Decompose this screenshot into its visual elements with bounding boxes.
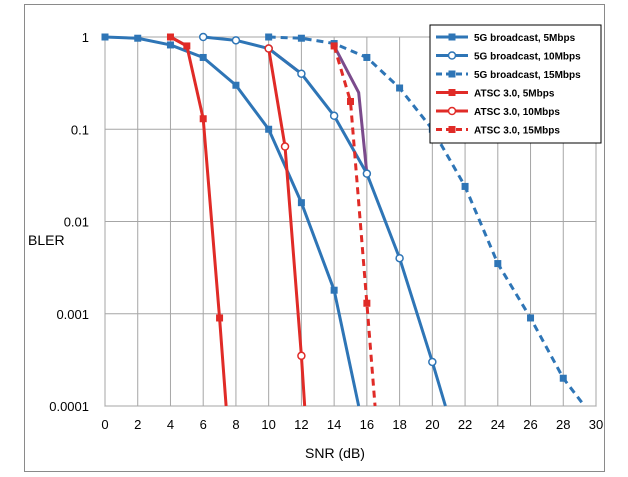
series-line [267, 48, 307, 407]
x-tick-label: 14 [327, 417, 341, 432]
data-point-marker [280, 142, 290, 151]
x-tick-label: 26 [523, 417, 537, 432]
data-point-marker [166, 33, 174, 41]
data-point-marker [166, 41, 174, 49]
x-tick-label: 22 [458, 417, 472, 432]
data-point-marker [297, 34, 305, 42]
data-point-marker [265, 33, 273, 41]
series-group [330, 42, 377, 407]
data-point-marker [231, 36, 241, 45]
series-line [332, 45, 377, 407]
x-tick-label: 20 [425, 417, 439, 432]
data-point-marker [447, 106, 457, 116]
data-point-marker [461, 182, 469, 190]
data-point-marker [330, 42, 338, 50]
legend-entry: 5G broadcast, 15Mbps [474, 70, 581, 81]
chart-frame: 0 2 4 6 8 10 12 14 16 18 20 22 24 26 28 30 1 0.1 0.01 0.001… [24, 4, 605, 472]
data-point-marker [232, 81, 240, 89]
tick-labels: 0 2 4 6 8 10 12 14 16 18 20 22 24 26 28 3010.10.010.001… [49, 30, 603, 432]
x-tick-label: 28 [556, 417, 570, 432]
legend-entry: 5G broadcast, 5Mbps [474, 33, 576, 44]
data-point-marker [362, 169, 372, 178]
data-point-marker [395, 253, 404, 263]
x-axis-label: SNR (dB) [305, 445, 365, 461]
data-point-marker [265, 125, 273, 133]
x-tick-label: 24 [491, 417, 505, 432]
data-point-marker [297, 69, 306, 78]
data-point-marker [264, 44, 273, 53]
y-tick-label: 0.001 [56, 307, 89, 322]
series-group [101, 33, 361, 407]
data-point-marker [199, 115, 207, 123]
data-point-marker [448, 70, 456, 78]
series-group [198, 32, 447, 407]
legend-entry: ATSC 3.0, 15Mbps [474, 126, 560, 137]
data-point-marker [330, 286, 338, 294]
legend-entry: ATSC 3.0, 10Mbps [474, 107, 560, 118]
data-point-marker [428, 357, 437, 367]
data-point-marker [347, 97, 354, 105]
data-point-marker [216, 314, 224, 322]
x-tick-label: 10 [261, 417, 275, 432]
connector-line [332, 45, 369, 174]
data-point-marker [199, 53, 207, 61]
data-point-marker [134, 34, 142, 42]
x-tick-label: 16 [360, 417, 374, 432]
y-tick-label: 0.01 [64, 215, 89, 230]
series-group [264, 44, 307, 407]
data-point-marker [494, 260, 502, 268]
y-axis-label: BLER [28, 232, 65, 248]
legend-entry: 5G broadcast, 10Mbps [474, 52, 581, 63]
x-tick-label: 6 [200, 417, 207, 432]
data-point-marker [363, 53, 371, 61]
data-point-marker [297, 351, 306, 361]
data-point-marker [396, 84, 404, 92]
x-tick-label: 18 [392, 417, 406, 432]
x-tick-label: 0 [101, 417, 108, 432]
y-tick-label: 1 [82, 30, 89, 45]
data-point-marker [559, 374, 567, 382]
bler-vs-snr-chart: 0 2 4 6 8 10 12 14 16 18 20 22 24 26 28 3010.10.010.001… [28, 24, 603, 461]
x-tick-label: 2 [134, 417, 141, 432]
legend-box [429, 24, 602, 144]
series-group [166, 33, 228, 407]
data-point-marker [448, 33, 456, 41]
data-point-marker [363, 299, 371, 307]
x-tick-label: 4 [167, 417, 174, 432]
data-point-marker [101, 33, 109, 41]
data-point-marker [329, 111, 339, 121]
data-point-marker [297, 199, 305, 207]
x-tick-label: 30 [589, 417, 603, 432]
data-point-marker [198, 32, 208, 42]
data-point-marker [447, 51, 457, 60]
data-point-marker [527, 314, 535, 322]
legend: 5G broadcast, 5Mbps 5G broadcast, 10Mbps 5… [429, 24, 602, 144]
legend-entry: ATSC 3.0, 5Mbps [474, 89, 555, 100]
data-point-marker [448, 89, 456, 96]
data-point-marker [183, 42, 191, 50]
x-tick-label: 8 [232, 417, 239, 432]
y-tick-label: 0.0001 [49, 399, 89, 414]
y-tick-label: 0.1 [71, 122, 89, 137]
data-point-marker [448, 126, 456, 133]
x-tick-label: 12 [294, 417, 308, 432]
